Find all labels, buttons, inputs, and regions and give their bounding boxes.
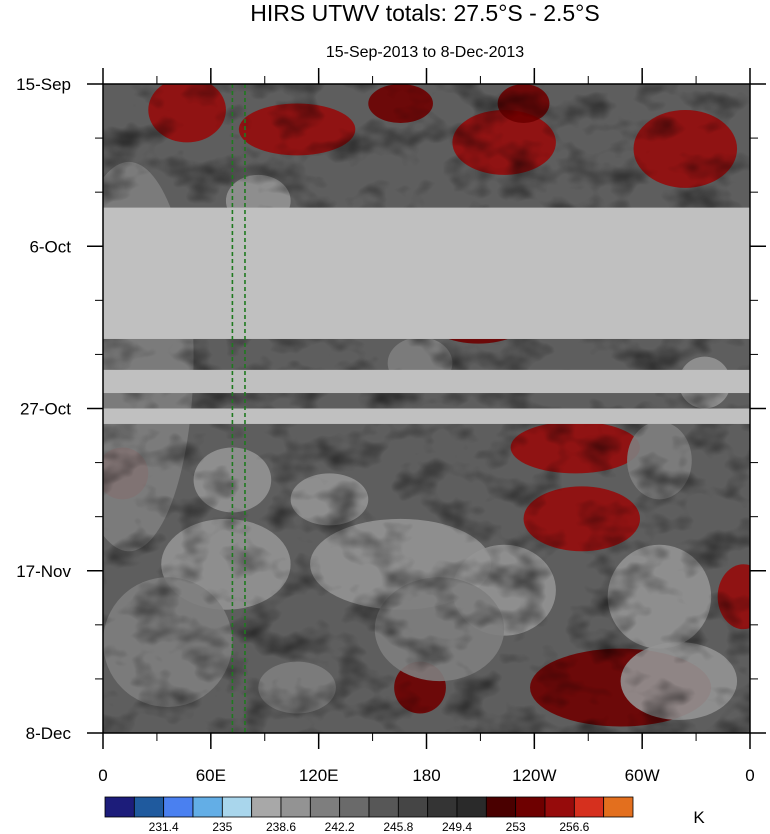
y-tick-label: 6-Oct bbox=[29, 237, 71, 256]
y-axis: 15-Sep 6-Oct 27-Oct 17-Nov 8-Dec bbox=[16, 75, 766, 743]
colorbar-label: 238.6 bbox=[266, 820, 296, 834]
chart-subtitle: 15-Sep-2013 to 8-Dec-2013 bbox=[326, 44, 524, 61]
colorbar-label: 235 bbox=[212, 820, 232, 834]
chart-title: HIRS UTWV totals: 27.5°S - 2.5°S bbox=[250, 0, 599, 26]
x-tick-label: 180 bbox=[412, 766, 440, 785]
colorbar-box bbox=[280, 796, 311, 818]
y-tick-label: 17-Nov bbox=[16, 562, 71, 581]
reference-lines bbox=[231, 84, 246, 733]
colorbar-box bbox=[456, 796, 487, 818]
colorbar-box bbox=[221, 796, 253, 818]
missing-data-band-1 bbox=[103, 369, 750, 394]
x-tick-label: 0 bbox=[98, 766, 107, 785]
colorbar-label: 242.2 bbox=[325, 820, 355, 834]
plot-area bbox=[103, 84, 750, 733]
y-tick-label: 8-Dec bbox=[26, 724, 72, 743]
colorbar-box bbox=[485, 796, 517, 818]
x-tick-label: 60E bbox=[196, 766, 226, 785]
colorbar-label: 256.6 bbox=[559, 820, 589, 834]
colorbar-box bbox=[368, 796, 399, 818]
x-tick-label: 0 bbox=[745, 766, 754, 785]
x-axis: 0 60E 120E 180 120W 60W 0 bbox=[98, 68, 755, 785]
colorbar-label: 231.4 bbox=[149, 820, 179, 834]
colorbar-box bbox=[192, 796, 223, 818]
missing-data-band-2 bbox=[103, 408, 750, 424]
colorbar-box bbox=[251, 796, 282, 818]
colorbar-box bbox=[309, 796, 341, 818]
colorbar-box bbox=[427, 796, 458, 818]
colorbar-box bbox=[544, 796, 575, 818]
colorbar-box bbox=[133, 796, 165, 818]
colorbar-box bbox=[397, 796, 429, 818]
colorbar-box bbox=[163, 796, 194, 818]
colorbar-box bbox=[573, 796, 605, 818]
colorbar: 231.4 235 238.6 242.2 245.8 249.4 253 256.6 K bbox=[104, 796, 705, 834]
colorbar-box bbox=[603, 796, 634, 818]
colorbar-box bbox=[104, 796, 135, 818]
colorbar-label: 245.8 bbox=[383, 820, 413, 834]
x-tick-label: 60W bbox=[625, 766, 660, 785]
x-tick-label: 120E bbox=[299, 766, 339, 785]
colorbar-label: 249.4 bbox=[442, 820, 472, 834]
y-tick-label: 27-Oct bbox=[20, 400, 71, 419]
missing-data-band-0 bbox=[103, 207, 750, 339]
colorbar-label: 253 bbox=[506, 820, 526, 834]
missing-data-bands bbox=[103, 207, 750, 424]
colorbar-box bbox=[515, 796, 546, 818]
x-tick-label: 120W bbox=[512, 766, 556, 785]
colorbar-box bbox=[339, 796, 370, 818]
y-tick-label: 15-Sep bbox=[16, 75, 71, 94]
colorbar-unit: K bbox=[693, 808, 705, 827]
